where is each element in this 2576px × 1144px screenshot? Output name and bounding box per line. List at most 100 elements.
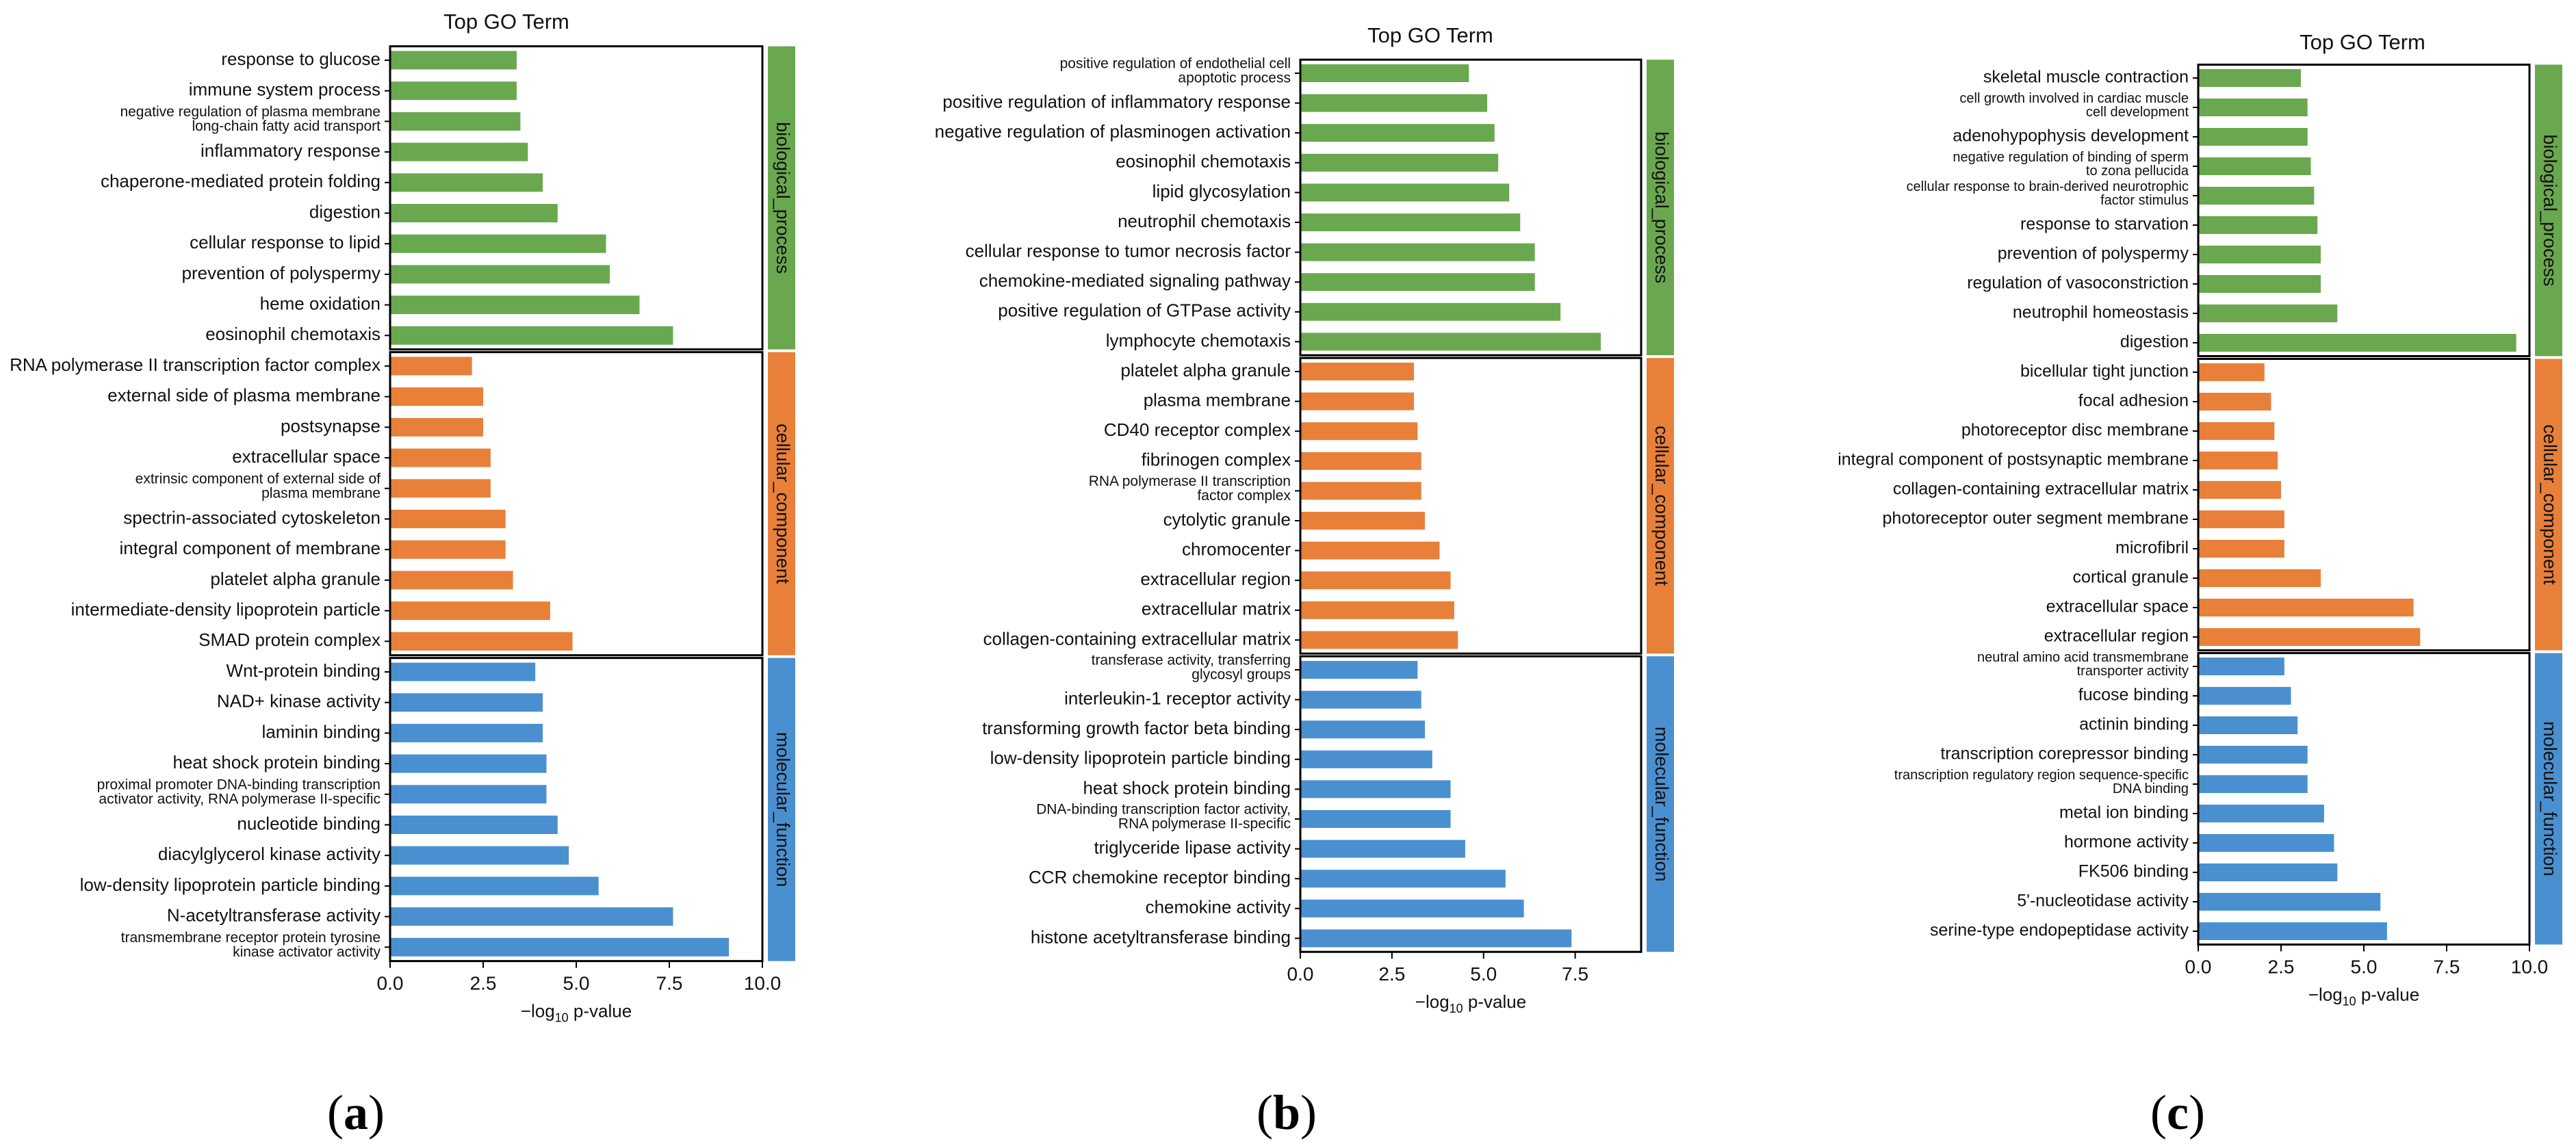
group-cellular_component: bicellular tight junction focal adhesion p…	[1838, 358, 2562, 651]
term-label: plasma membrane	[1144, 389, 1291, 410]
bar	[1300, 631, 1458, 649]
term-label-line: negative regulation of binding of sperm	[1953, 150, 2189, 165]
group-strip-label: molecular_function	[1651, 727, 1672, 882]
bar	[2198, 863, 2338, 881]
x-tick-label: 0.0	[1287, 963, 1314, 985]
bar	[1300, 94, 1488, 112]
panel-label-a-letter: a	[344, 1085, 368, 1140]
group-strip-label: biological_process	[773, 122, 793, 274]
term-label: regulation of vasoconstriction	[1967, 274, 2189, 293]
x-axis-label-part: p-value	[2356, 985, 2420, 1005]
term-label: CD40 receptor complex	[1104, 419, 1291, 440]
group-frame	[1299, 655, 1643, 953]
bar	[390, 601, 550, 621]
group-strip-label: biological_process	[1651, 131, 1672, 283]
x-tick-label: 2.5	[470, 973, 497, 994]
group-biological_process: skeletal muscle contraction cell growth i…	[1907, 64, 2562, 357]
term-label: cortical granule	[2072, 568, 2189, 587]
group-strip	[768, 46, 795, 350]
group-strip	[1647, 60, 1674, 356]
term-label-line: DNA-binding transcription factor activit…	[1036, 802, 1291, 818]
term-label: interleukin-1 receptor activity	[1064, 688, 1291, 708]
bar	[390, 356, 472, 376]
term-label: prevention of polyspermy	[1998, 244, 2189, 263]
panel-label-b-letter: b	[1273, 1085, 1300, 1140]
bar	[1300, 392, 1414, 411]
bar	[390, 51, 517, 70]
bar	[1300, 750, 1432, 768]
bar	[2198, 628, 2421, 646]
term-label: 5'-nucleotidase activity	[2017, 892, 2189, 911]
term-label: response to glucose	[221, 49, 381, 69]
bar	[390, 510, 506, 528]
bar	[1300, 720, 1426, 739]
x-tick-label: 7.5	[656, 973, 683, 994]
x-axis-label-part: −log	[521, 1001, 555, 1022]
group-strip	[1647, 656, 1674, 952]
term-label: prevention of polyspermy	[182, 263, 381, 283]
term-label: focal adhesion	[2078, 391, 2189, 411]
bar	[1300, 541, 1440, 560]
bar	[1300, 213, 1521, 231]
bar	[1300, 512, 1426, 530]
panel-c: Top GO Term skeletal muscle contraction ce…	[1838, 30, 2562, 1009]
bar	[2198, 246, 2321, 263]
term-label: photoreceptor disc membrane	[1961, 421, 2189, 440]
bar	[2198, 69, 2302, 87]
term-label-line: RNA polymerase II-specific	[1118, 816, 1291, 832]
bar	[1300, 64, 1469, 82]
bar	[390, 479, 491, 498]
group-frame	[1299, 356, 1643, 655]
group-strip-label: biological_process	[2540, 134, 2560, 286]
term-label: lymphocyte chemotaxis	[1106, 330, 1291, 350]
term-label: platelet alpha granule	[210, 569, 381, 589]
term-label: negative regulation of plasma membrane lo…	[120, 104, 381, 134]
term-label: chemokine-mediated signaling pathway	[979, 270, 1291, 291]
panel-a: Top GO Term response to glucose immune sys…	[10, 10, 795, 1025]
term-label: postsynapse	[281, 415, 381, 436]
term-label: neutrophil homeostasis	[2013, 303, 2189, 322]
term-label: low-density lipoprotein particle binding	[80, 874, 381, 895]
x-axis-label-subscript: 10	[2343, 995, 2356, 1009]
bar	[2198, 687, 2291, 705]
group-molecular_function: transferase activity, transferring glycos…	[982, 653, 1674, 953]
term-label: collagen-containing extracellular matrix	[1893, 480, 2189, 499]
x-axis: 0.0 2.5 5.0 7.5 10.0 −log10 p-value	[377, 961, 781, 1025]
term-label-line: transporter activity	[2077, 664, 2189, 679]
bar	[390, 907, 673, 926]
bar	[2198, 216, 2318, 234]
term-label: microfibril	[2115, 538, 2189, 558]
bar	[1300, 124, 1495, 142]
term-label: heme oxidation	[260, 293, 381, 313]
term-label-line: activator activity, RNA polymerase II-sp…	[99, 791, 381, 807]
bar	[390, 173, 543, 192]
term-label: negative regulation of binding of sperm t…	[1953, 150, 2189, 179]
term-label: positive regulation of GTPase activity	[998, 300, 1291, 321]
x-tick-label: 10.0	[2511, 957, 2549, 978]
bar	[2198, 452, 2278, 469]
term-label: bicellular tight junction	[2020, 362, 2189, 381]
panel-label-a: (a)	[327, 1085, 385, 1140]
x-tick-label: 5.0	[563, 973, 590, 994]
term-label: extracellular matrix	[1142, 599, 1291, 619]
group-biological_process: positive regulation of endothelial cell a…	[935, 56, 1674, 356]
panel-label-a-text: (a)	[327, 1085, 385, 1140]
term-label: laminin binding	[262, 721, 381, 742]
x-tick-label: 2.5	[1378, 963, 1405, 985]
term-label: RNA polymerase II transcription factor co…	[1089, 473, 1291, 504]
group-frame	[389, 351, 764, 657]
term-label: response to starvation	[2020, 215, 2189, 234]
term-label: nucleotide binding	[237, 813, 381, 833]
bar	[2198, 569, 2321, 587]
bar	[390, 937, 730, 957]
term-label: skeletal muscle contraction	[1983, 68, 2189, 87]
term-label: extracellular space	[232, 446, 381, 467]
bar	[390, 112, 521, 131]
bar	[390, 540, 506, 559]
group-strip	[2535, 653, 2562, 945]
bar	[2198, 893, 2381, 911]
x-axis-label: −log10 p-value	[1415, 991, 1526, 1015]
bar	[2198, 187, 2315, 205]
group-biological_process: response to glucose immune system process…	[101, 45, 795, 351]
term-label-line: to zona pellucida	[2086, 164, 2189, 179]
